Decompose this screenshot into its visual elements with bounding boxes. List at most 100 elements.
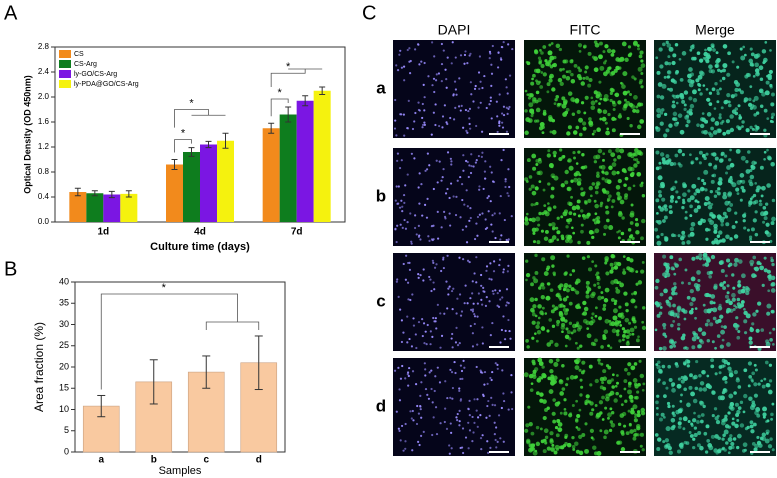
legend-label: CS bbox=[74, 51, 84, 58]
cell bbox=[724, 99, 729, 104]
cell bbox=[634, 384, 639, 389]
cell bbox=[404, 422, 407, 426]
cell bbox=[424, 330, 427, 333]
cell bbox=[578, 368, 582, 372]
cell bbox=[562, 288, 567, 292]
cell bbox=[722, 68, 726, 73]
cell bbox=[725, 129, 731, 135]
bracket bbox=[100, 293, 260, 390]
cell bbox=[421, 126, 424, 129]
cell bbox=[473, 322, 476, 326]
cell bbox=[468, 107, 472, 110]
cell bbox=[559, 81, 564, 87]
cell bbox=[632, 319, 637, 324]
cell bbox=[623, 329, 627, 333]
micrograph bbox=[524, 253, 647, 351]
cell bbox=[727, 51, 731, 56]
cell bbox=[413, 120, 416, 123]
cell bbox=[600, 291, 604, 294]
cell bbox=[630, 104, 636, 109]
cell bbox=[410, 417, 413, 420]
cell bbox=[629, 258, 634, 263]
cell bbox=[430, 133, 433, 136]
cell bbox=[511, 407, 514, 411]
cell bbox=[490, 278, 493, 281]
cell bbox=[670, 266, 675, 271]
cell bbox=[657, 380, 660, 383]
cell bbox=[567, 69, 572, 74]
cell bbox=[434, 103, 437, 106]
cell bbox=[697, 344, 702, 349]
cell bbox=[559, 411, 563, 415]
cell bbox=[398, 53, 401, 56]
bracket bbox=[174, 109, 226, 128]
cell bbox=[686, 364, 690, 368]
cell bbox=[661, 157, 666, 162]
cell bbox=[603, 329, 609, 334]
cell bbox=[702, 252, 708, 258]
cell bbox=[442, 168, 445, 171]
cell bbox=[590, 100, 596, 106]
cell bbox=[580, 81, 585, 86]
cell bbox=[668, 450, 673, 455]
cell bbox=[714, 346, 717, 350]
micrograph-bg bbox=[393, 40, 515, 138]
cell bbox=[735, 187, 740, 192]
cell bbox=[490, 396, 493, 399]
cell bbox=[587, 198, 592, 203]
cell bbox=[459, 109, 462, 112]
cell bbox=[704, 322, 709, 327]
cell bbox=[689, 103, 695, 109]
cell bbox=[507, 194, 510, 198]
cell bbox=[723, 448, 727, 452]
cell bbox=[698, 257, 702, 261]
cell bbox=[420, 183, 423, 186]
cell bbox=[436, 181, 439, 184]
cell bbox=[402, 331, 405, 334]
cell bbox=[465, 129, 468, 133]
cell bbox=[706, 97, 711, 102]
cell bbox=[633, 362, 638, 366]
cell bbox=[697, 431, 702, 436]
cell bbox=[610, 297, 615, 302]
cell bbox=[602, 158, 605, 162]
cell bbox=[550, 255, 556, 261]
cell bbox=[394, 199, 397, 202]
cell bbox=[613, 278, 619, 284]
cell bbox=[711, 87, 716, 92]
cell bbox=[535, 216, 541, 222]
cell bbox=[493, 433, 496, 436]
cell bbox=[412, 317, 415, 320]
cell bbox=[637, 47, 641, 51]
cell bbox=[596, 127, 601, 133]
cell bbox=[601, 381, 605, 385]
cell bbox=[489, 200, 492, 203]
cell bbox=[741, 188, 746, 193]
cell bbox=[681, 205, 685, 210]
cell bbox=[664, 438, 670, 443]
cell bbox=[654, 328, 658, 332]
cell bbox=[483, 170, 487, 173]
cell bbox=[531, 153, 537, 159]
x-tick-label: 7d bbox=[291, 227, 303, 238]
cell bbox=[732, 437, 737, 441]
cell bbox=[458, 389, 461, 392]
cell bbox=[716, 57, 721, 63]
cell bbox=[744, 74, 749, 79]
cell bbox=[435, 73, 438, 76]
cell bbox=[534, 227, 539, 232]
cell bbox=[743, 97, 749, 102]
cell bbox=[472, 100, 475, 103]
cell bbox=[403, 201, 406, 204]
cell bbox=[699, 400, 703, 405]
cell bbox=[755, 111, 760, 115]
cell bbox=[713, 165, 718, 170]
cell bbox=[604, 406, 608, 410]
cell bbox=[765, 339, 770, 344]
cell bbox=[496, 115, 499, 118]
cell bbox=[624, 302, 629, 307]
cell bbox=[631, 236, 635, 241]
cell bbox=[627, 409, 631, 413]
cell bbox=[624, 98, 627, 102]
cell bbox=[481, 86, 484, 90]
